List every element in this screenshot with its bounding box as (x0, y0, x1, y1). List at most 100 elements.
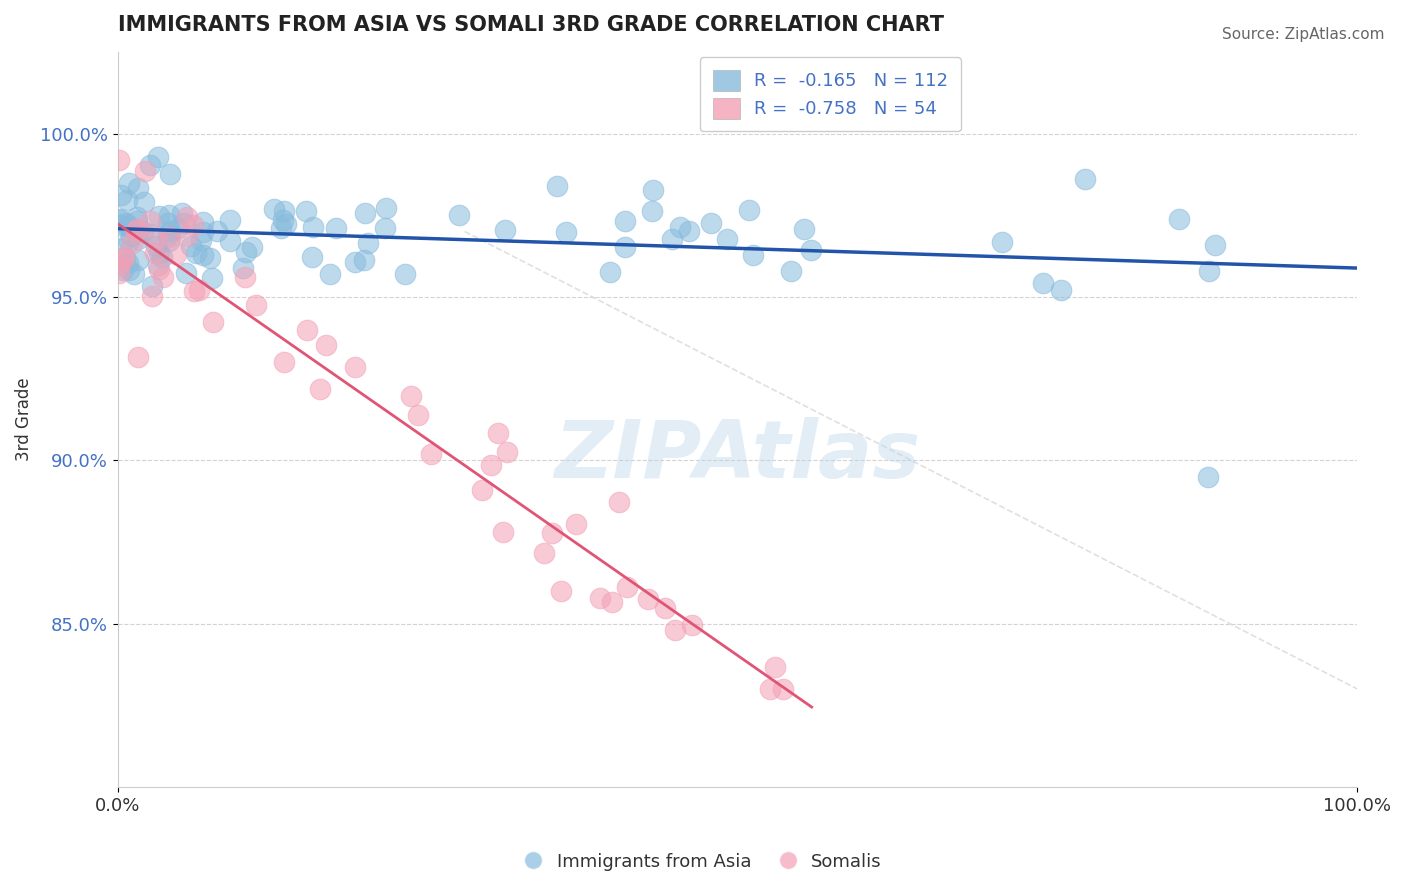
Point (772, 681, 794, 696)
Point (991, 235, 1014, 249)
Point (120, 219, 142, 234)
Point (344, 255, 367, 269)
Point (176, 210, 198, 224)
Point (1074, 172, 1097, 186)
Point (343, 359, 366, 374)
Point (159, 168, 181, 182)
Point (180, 239, 202, 253)
Point (141, 289, 163, 303)
Point (738, 202, 761, 217)
Point (325, 220, 347, 235)
Point (183, 284, 205, 298)
Point (201, 271, 224, 285)
Point (198, 251, 221, 265)
Point (181, 218, 204, 232)
Point (609, 495, 631, 509)
Point (108, 219, 131, 233)
Point (233, 270, 256, 285)
Point (1197, 469, 1219, 483)
Point (357, 236, 380, 251)
Point (302, 219, 325, 234)
Point (150, 250, 173, 264)
Point (374, 221, 396, 235)
Point (112, 262, 135, 277)
Point (616, 580, 638, 594)
Point (779, 263, 801, 277)
Point (235, 245, 257, 260)
Point (546, 179, 568, 194)
Point (193, 225, 215, 239)
Point (127, 180, 149, 194)
Point (654, 601, 676, 615)
Text: Source: ZipAtlas.com: Source: ZipAtlas.com (1222, 27, 1385, 42)
Point (492, 525, 515, 540)
Legend: Immigrants from Asia, Somalis: Immigrants from Asia, Somalis (517, 846, 889, 879)
Point (240, 240, 263, 254)
Point (309, 382, 332, 396)
Point (1050, 283, 1073, 297)
Point (115, 216, 138, 230)
Point (273, 354, 295, 368)
Point (232, 261, 254, 276)
Point (141, 278, 163, 293)
Point (112, 251, 135, 265)
Point (110, 242, 132, 256)
Point (108, 212, 131, 227)
Point (191, 215, 214, 229)
Point (108, 153, 131, 167)
Point (637, 591, 659, 606)
Point (661, 232, 683, 246)
Point (319, 267, 342, 281)
Point (157, 235, 180, 249)
Point (419, 447, 441, 461)
Point (301, 251, 323, 265)
Point (800, 243, 823, 257)
Point (132, 224, 155, 238)
Point (124, 268, 146, 282)
Point (641, 204, 664, 219)
Point (139, 158, 162, 172)
Point (108, 266, 131, 280)
Point (565, 517, 588, 532)
Point (218, 212, 240, 227)
Point (125, 222, 148, 236)
Point (124, 224, 146, 238)
Point (742, 248, 765, 262)
Point (127, 232, 149, 246)
Point (495, 445, 517, 459)
Point (678, 224, 700, 238)
Point (374, 202, 396, 216)
Point (793, 222, 815, 236)
Point (550, 584, 572, 599)
Point (108, 258, 131, 272)
Point (700, 216, 723, 230)
Point (159, 229, 181, 244)
Point (111, 252, 134, 266)
Point (143, 245, 166, 260)
Point (125, 214, 148, 228)
Point (763, 660, 786, 674)
Point (218, 235, 240, 249)
Point (271, 212, 294, 227)
Point (481, 458, 503, 472)
Point (294, 203, 316, 218)
Point (716, 232, 738, 246)
Point (207, 224, 229, 238)
Point (681, 617, 703, 632)
Point (170, 206, 193, 220)
Point (157, 216, 180, 230)
Point (399, 389, 422, 403)
Point (157, 208, 180, 222)
Point (245, 298, 267, 312)
Point (187, 283, 209, 297)
Point (115, 193, 138, 207)
Point (148, 258, 170, 272)
Point (190, 233, 212, 247)
Point (353, 253, 375, 268)
Point (540, 525, 562, 540)
Y-axis label: 3rd Grade: 3rd Grade (15, 377, 32, 461)
Point (125, 210, 148, 224)
Point (494, 223, 516, 237)
Point (353, 206, 375, 220)
Point (110, 187, 132, 202)
